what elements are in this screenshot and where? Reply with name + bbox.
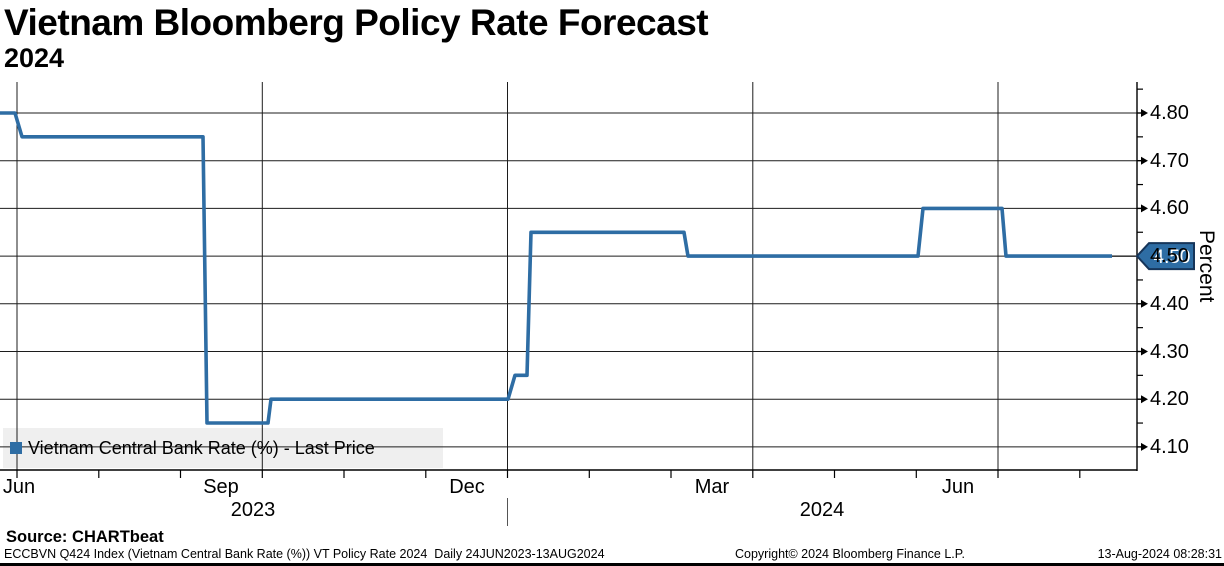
footer-copyright: Copyright© 2024 Bloomberg Finance L.P. [735,547,965,561]
y-tick-arrow-icon [1141,156,1148,165]
legend-marker-icon [10,442,22,454]
y-tick-label: 4.50 [1150,245,1189,268]
legend-label: Vietnam Central Bank Rate (%) - Last Pri… [28,437,375,458]
y-tick-label: 4.20 [1150,388,1189,411]
rate-line [0,111,1112,425]
y-tick-arrow-icon [1141,395,1148,404]
x-month-label: Jun [2,476,36,498]
y-tick-label: 4.10 [1150,435,1189,458]
y-tick-label: 4.30 [1150,340,1189,363]
y-axis-title: Percent [1195,230,1218,303]
x-month-label: Jun [941,476,975,498]
source-value: CHARTbeat [72,528,164,546]
x-year-label: 2024 [799,499,845,521]
y-tick-arrow-icon [1141,442,1148,451]
y-tick-label: 4.40 [1150,292,1189,315]
price-tag-shape [1135,242,1195,271]
source-label: Source: [6,528,73,546]
footer-index-description: ECCBVN Q424 Index (Vietnam Central Bank … [4,547,605,561]
bottom-border [0,563,1224,566]
y-tick-label: 4.70 [1150,149,1189,172]
chart-title: Vietnam Bloomberg Policy Rate Forecast [4,2,709,43]
x-month-label: Sep [203,476,239,498]
x-month-label: Mar [694,476,730,498]
chart-subtitle: 2024 [4,43,65,73]
last-price-tag: 4.50 [1153,247,1191,268]
footer-timestamp: 13-Aug-2024 08:28:31 [1097,547,1222,561]
x-month-label: Dec [449,476,485,498]
y-tick-label: 4.60 [1150,197,1189,220]
source-line: Source: CHARTbeat [6,528,164,547]
legend-background [3,428,443,468]
y-tick-arrow-icon [1141,204,1148,213]
y-tick-arrow-icon [1141,347,1148,356]
y-tick-label: 4.80 [1150,102,1189,124]
x-year-label: 2023 [230,499,276,521]
y-tick-arrow-icon [1141,299,1148,308]
legend: Vietnam Central Bank Rate (%) - Last Pri… [3,428,443,468]
y-tick-arrow-icon [1141,109,1148,117]
